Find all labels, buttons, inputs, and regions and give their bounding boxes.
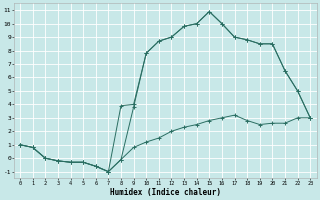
X-axis label: Humidex (Indice chaleur): Humidex (Indice chaleur)	[110, 188, 220, 197]
